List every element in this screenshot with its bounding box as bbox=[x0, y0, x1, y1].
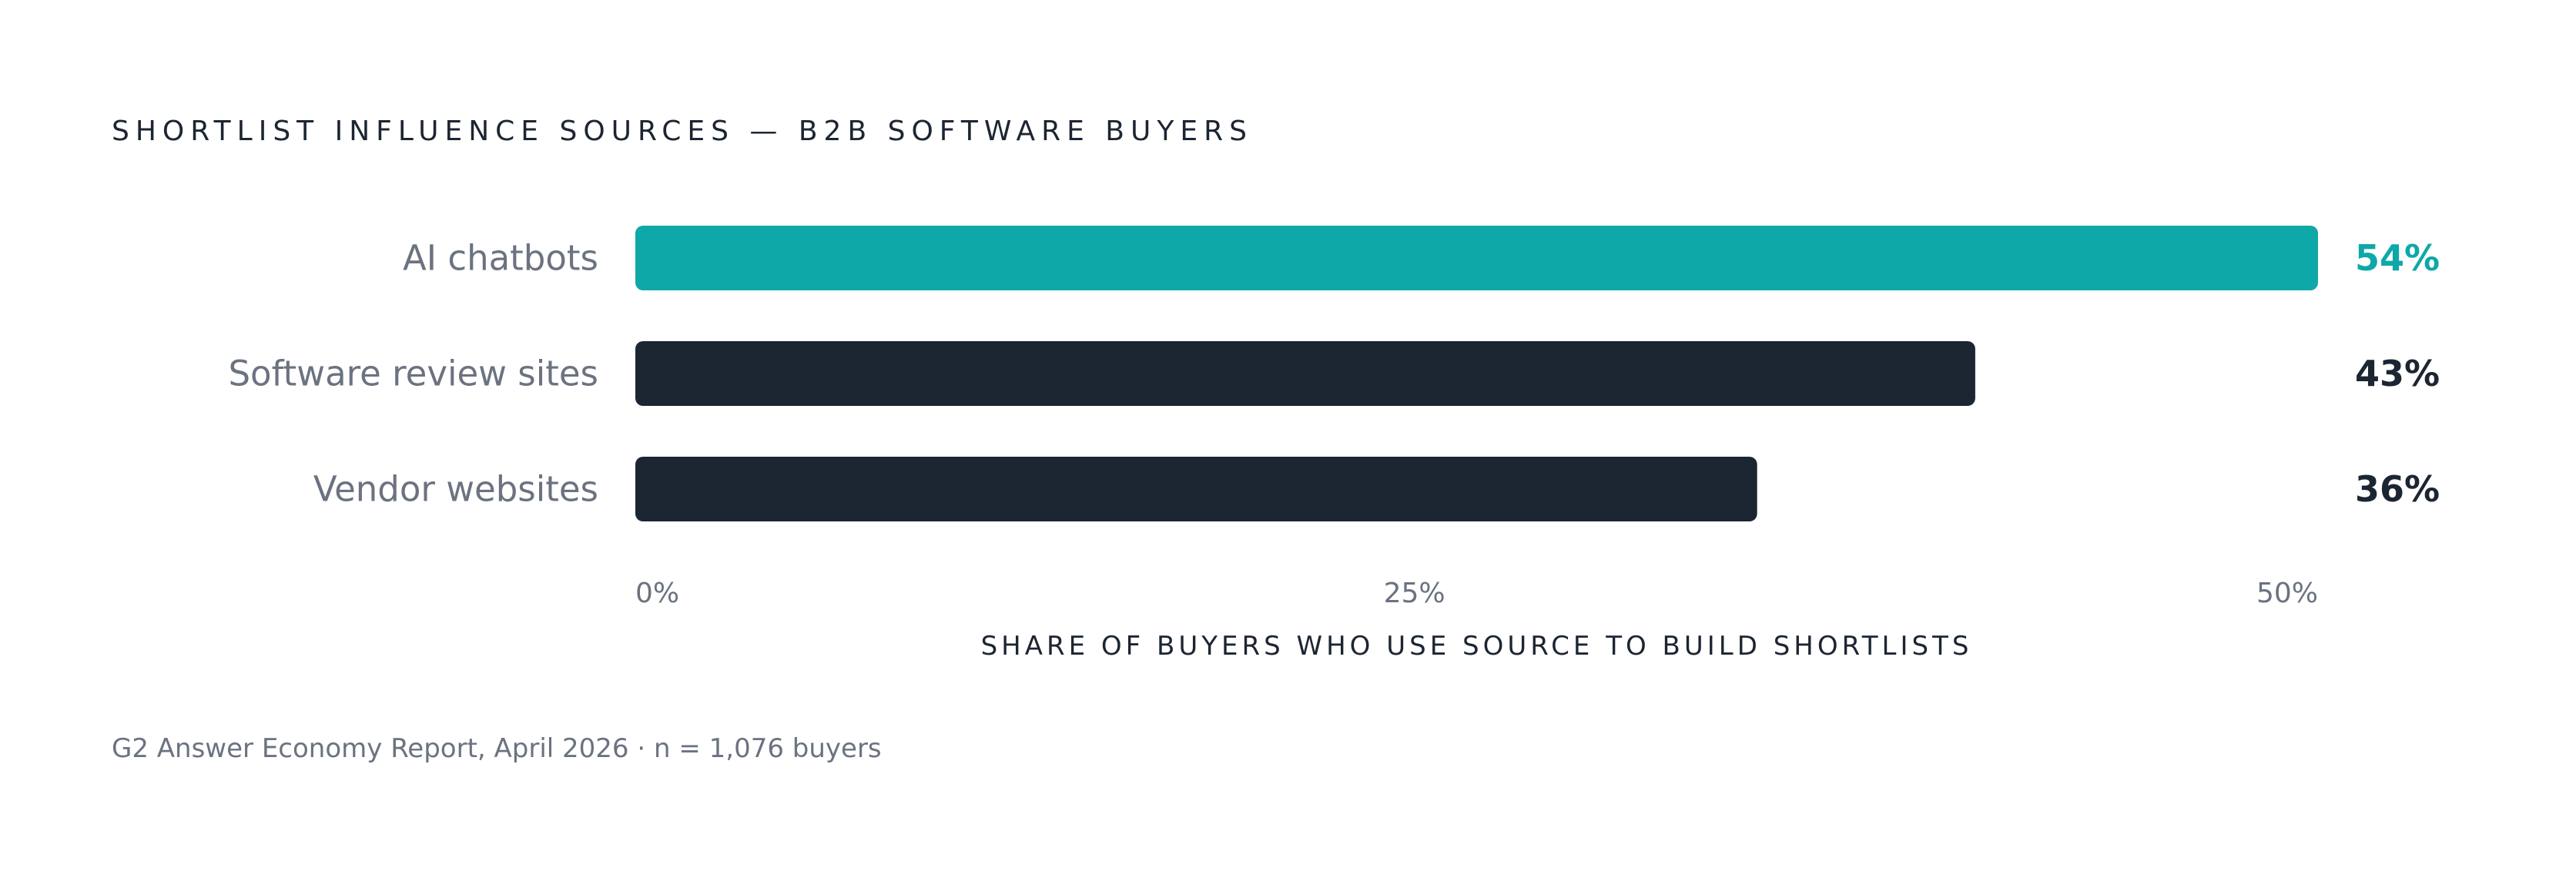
data-label: 36% bbox=[2355, 468, 2440, 510]
category-label: AI chatbots bbox=[403, 238, 598, 279]
source-note: G2 Answer Economy Report, April 2026 · n… bbox=[112, 733, 882, 764]
chart-title: SHORTLIST INFLUENCE SOURCES — B2B SOFTWA… bbox=[112, 116, 1253, 147]
x-tick-label: 50% bbox=[2256, 578, 2318, 609]
bar bbox=[635, 457, 1757, 521]
bar-row: Vendor websites 36% bbox=[313, 457, 2440, 521]
x-axis-ticks: 0% 25% 50% bbox=[635, 578, 2318, 609]
bar bbox=[635, 226, 2318, 290]
category-label: Software review sites bbox=[228, 354, 598, 394]
x-tick-label: 0% bbox=[635, 578, 679, 609]
data-label: 54% bbox=[2355, 237, 2440, 279]
bar-row: AI chatbots 54% bbox=[403, 226, 2440, 290]
x-tick-label: 25% bbox=[1384, 578, 1445, 609]
data-label: 43% bbox=[2355, 353, 2440, 394]
category-label: Vendor websites bbox=[313, 469, 598, 510]
bars-group: AI chatbots 54% Software review sites 43% Ve… bbox=[228, 226, 2440, 521]
x-axis-title: SHARE OF BUYERS WHO USE SOURCE TO BUILD … bbox=[981, 631, 1973, 662]
bar-row: Software review sites 43% bbox=[228, 341, 2440, 406]
bar bbox=[635, 341, 1975, 406]
